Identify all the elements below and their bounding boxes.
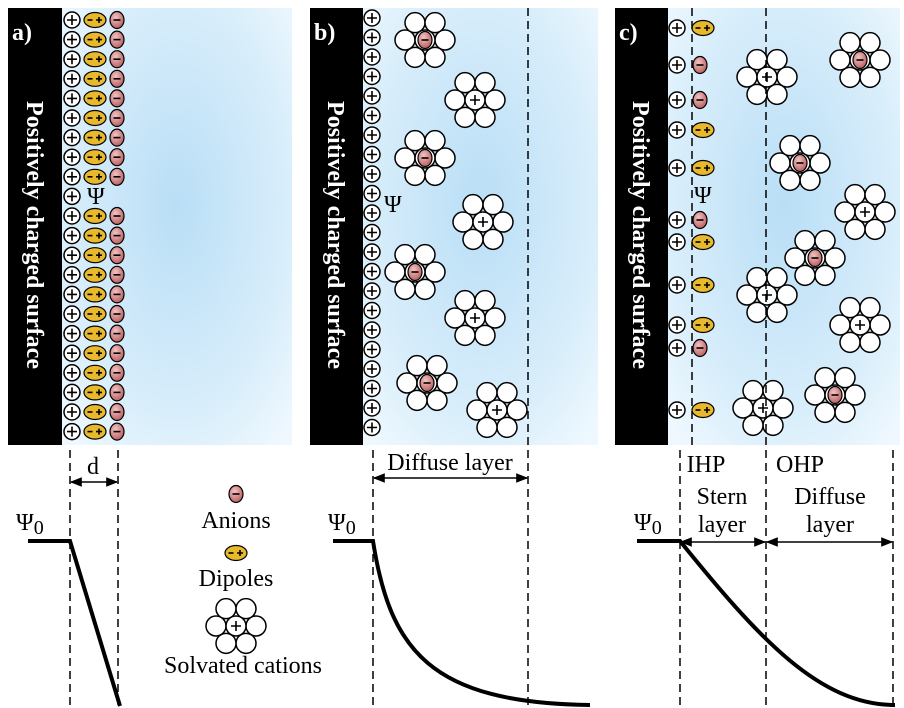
icon-part bbox=[84, 405, 106, 420]
icon-part bbox=[84, 307, 106, 322]
psi-symbol: Ψ bbox=[694, 183, 712, 209]
surface-label: Positively charged surface bbox=[322, 101, 348, 369]
icon-part bbox=[84, 91, 106, 106]
icon-part bbox=[692, 161, 714, 176]
layer-label: Stern bbox=[697, 484, 748, 510]
icon-part bbox=[692, 21, 714, 36]
layer-label: Diffuse layer bbox=[387, 450, 513, 476]
dimension-label: d bbox=[87, 454, 99, 480]
plane-label: OHP bbox=[776, 452, 824, 478]
surface-label: Positively charged surface bbox=[627, 101, 653, 369]
icon-part bbox=[84, 267, 106, 282]
icon-part bbox=[692, 123, 714, 138]
edl-diagram: a) b) c) Positively charged surface Posi… bbox=[0, 0, 904, 708]
icon-part bbox=[84, 365, 106, 380]
icon-part bbox=[84, 71, 106, 86]
icon-part bbox=[225, 546, 247, 561]
icon-part bbox=[84, 287, 106, 302]
legend-label: Anions bbox=[201, 508, 270, 534]
icon-part bbox=[692, 235, 714, 250]
icon-part bbox=[692, 278, 714, 293]
layer-label: layer bbox=[806, 512, 854, 538]
icon-part bbox=[84, 52, 106, 67]
icon-part bbox=[692, 318, 714, 333]
icon-part bbox=[84, 385, 106, 400]
psi-symbol: Ψ bbox=[384, 192, 402, 218]
icon-part bbox=[84, 248, 106, 263]
panel-label: b) bbox=[314, 20, 335, 46]
icon-part bbox=[84, 111, 106, 126]
psi-symbol: Ψ bbox=[87, 184, 105, 210]
icon-part bbox=[84, 32, 106, 47]
layer-label: Diffuse bbox=[794, 484, 866, 510]
icon-part bbox=[84, 209, 106, 224]
icon-part bbox=[84, 169, 106, 184]
panel-label: a) bbox=[12, 20, 32, 46]
plane-label: IHP bbox=[687, 452, 726, 478]
icon-part bbox=[84, 130, 106, 145]
icon-part bbox=[84, 326, 106, 341]
surface-label: Positively charged surface bbox=[21, 101, 47, 369]
panel-label: c) bbox=[619, 20, 638, 46]
psi0: Ψ0 bbox=[634, 510, 662, 539]
icon-part bbox=[84, 150, 106, 165]
icon-part bbox=[84, 13, 106, 28]
icon-part bbox=[692, 403, 714, 418]
icon-part bbox=[84, 228, 106, 243]
layer-label: layer bbox=[698, 512, 746, 538]
legend-label: Dipoles bbox=[199, 566, 274, 592]
icon-part bbox=[84, 424, 106, 439]
icon-part bbox=[84, 346, 106, 361]
psi0: Ψ0 bbox=[16, 510, 44, 539]
psi0: Ψ0 bbox=[328, 510, 356, 539]
legend-label: Solvated cations bbox=[164, 653, 322, 679]
